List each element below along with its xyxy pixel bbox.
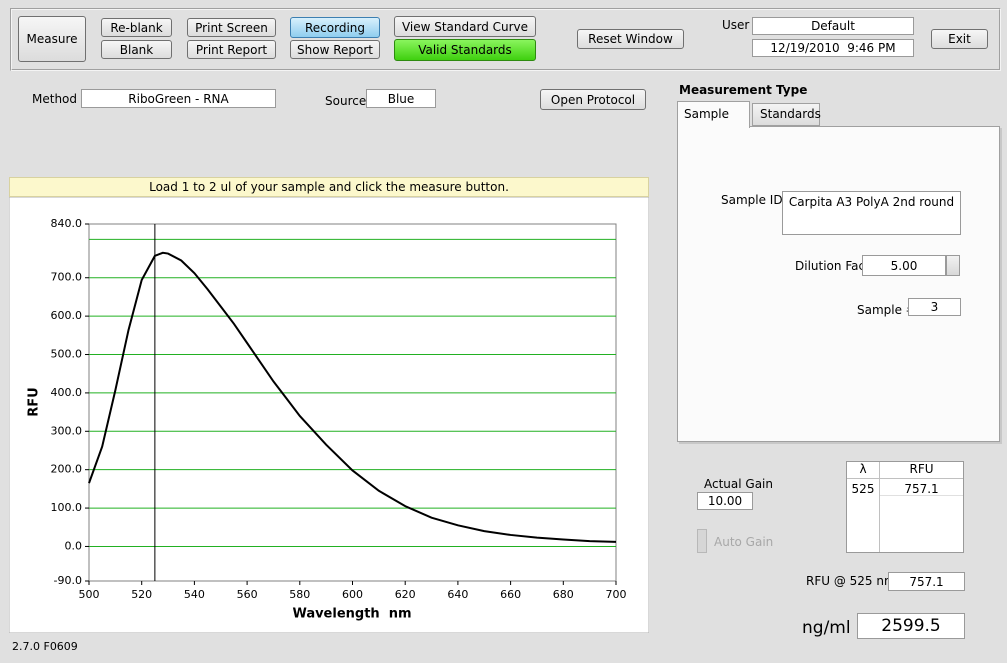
auto-gain-switch[interactable] xyxy=(697,529,707,553)
y-axis-label: RFU xyxy=(27,387,42,416)
y-tick-label: 0.0 xyxy=(65,539,83,552)
chart: RFU Wavelength nm -90.0 0.0 100.0 200.0 300.… xyxy=(9,197,649,633)
print-report-button[interactable]: Print Report xyxy=(187,40,276,59)
user-label: User xyxy=(722,18,750,32)
blank-button[interactable]: Blank xyxy=(101,40,172,59)
sample-number-field[interactable]: 3 xyxy=(908,298,961,316)
x-tick-label: 500 xyxy=(79,588,100,601)
print-screen-button[interactable]: Print Screen xyxy=(187,18,276,37)
version-label: 2.7.0 F0609 xyxy=(12,640,78,653)
y-tick-label: 500.0 xyxy=(51,348,83,361)
measure-button[interactable]: Measure xyxy=(18,16,86,62)
dilution-label: Dilution Factor xyxy=(795,259,883,273)
sample-id-label: Sample ID xyxy=(721,193,783,207)
measurement-type-title: Measurement Type xyxy=(679,83,808,97)
y-tick-label: 840.0 xyxy=(51,217,83,230)
table-header: RFU xyxy=(880,462,963,479)
table-cell: 525 xyxy=(847,479,880,552)
x-tick-label: 680 xyxy=(553,588,574,601)
x-axis-label: Wavelength nm xyxy=(292,607,411,622)
reset-window-button[interactable]: Reset Window xyxy=(577,29,684,49)
table-cell: 757.1 xyxy=(880,479,963,496)
exit-button[interactable]: Exit xyxy=(931,29,988,49)
x-tick-label: 580 xyxy=(289,588,310,601)
x-tick-label: 620 xyxy=(395,588,416,601)
sample-tab[interactable]: Sample xyxy=(677,101,750,128)
method-label: Method xyxy=(32,92,78,106)
x-tick-label: 640 xyxy=(447,588,468,601)
x-tick-label: 700 xyxy=(606,588,627,601)
view-curve-button[interactable]: View Standard Curve xyxy=(394,16,536,37)
auto-gain-label: Auto Gain xyxy=(714,535,774,549)
standards-tab[interactable]: Standards xyxy=(752,103,821,126)
open-protocol-button[interactable]: Open Protocol xyxy=(540,89,646,110)
tab-panel xyxy=(677,126,1000,442)
method-field[interactable]: RiboGreen - RNA xyxy=(81,89,276,108)
plot-area xyxy=(88,223,617,582)
rfu-at-field: 757.1 xyxy=(888,572,965,591)
gain-label: Actual Gain xyxy=(704,477,773,491)
source-label: Source xyxy=(325,94,367,108)
source-field[interactable]: Blue xyxy=(366,89,436,108)
x-tick-label: 560 xyxy=(237,588,258,601)
reblank-button[interactable]: Re-blank xyxy=(101,18,172,37)
chart-title: Load 1 to 2 ul of your sample and click … xyxy=(9,177,649,197)
sample-id-field[interactable]: Carpita A3 PolyA 2nd round xyxy=(782,191,961,235)
y-tick-label: 200.0 xyxy=(51,463,83,476)
x-tick-label: 660 xyxy=(500,588,521,601)
gain-field[interactable]: 10.00 xyxy=(697,492,753,510)
y-tick-label: 300.0 xyxy=(51,424,83,437)
y-tick-label: 600.0 xyxy=(51,309,83,322)
concentration-field: 2599.5 xyxy=(857,613,965,639)
y-tick-label: 100.0 xyxy=(51,501,83,514)
y-tick-label: 700.0 xyxy=(51,271,83,284)
readings-table: λ RFU 525 757.1 xyxy=(846,461,964,553)
y-tick-label: 400.0 xyxy=(51,386,83,399)
recording-button[interactable]: Recording xyxy=(290,17,380,38)
toolbar-frame xyxy=(10,8,1001,71)
x-tick-label: 520 xyxy=(131,588,152,601)
x-tick-label: 600 xyxy=(342,588,363,601)
datetime-field: 12/19/2010 9:46 PM xyxy=(752,39,914,57)
y-tick-label: -90.0 xyxy=(54,574,82,587)
x-tick-label: 540 xyxy=(184,588,205,601)
dilution-spinner[interactable] xyxy=(946,255,960,276)
show-report-button[interactable]: Show Report xyxy=(290,40,380,59)
valid-standards-button[interactable]: Valid Standards xyxy=(394,39,536,61)
user-field: Default xyxy=(752,17,914,35)
sample-number-label: Sample # xyxy=(857,303,916,317)
table-header: λ xyxy=(847,462,880,479)
data-line xyxy=(88,251,617,543)
dilution-field[interactable]: 5.00 xyxy=(862,255,946,276)
rfu-at-label: RFU @ 525 nm xyxy=(806,574,896,588)
concentration-label: ng/ml xyxy=(802,618,851,638)
